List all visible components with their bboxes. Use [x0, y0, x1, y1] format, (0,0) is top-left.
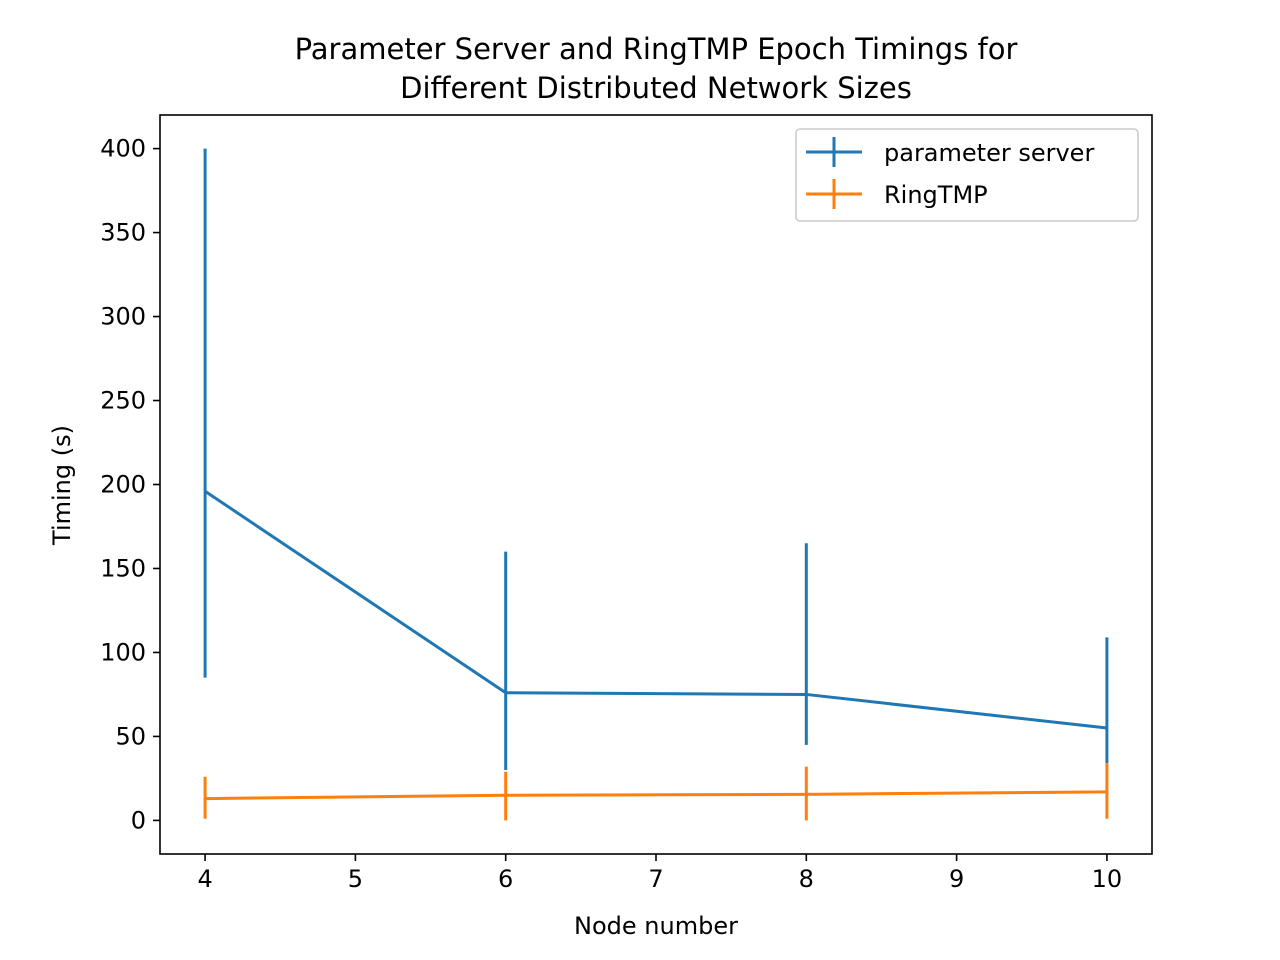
y-tick-label: 300	[100, 303, 146, 331]
x-tick-label: 4	[197, 865, 212, 893]
legend-frame	[795, 128, 1139, 222]
series-line-ringtmp	[205, 790, 1107, 801]
y-tick-label: 150	[100, 554, 146, 582]
x-axis-ticks: 4 5 6 7 8 9 10	[197, 854, 1122, 893]
y-tick-label: 400	[100, 135, 146, 163]
x-axis-label: Node number	[574, 912, 738, 940]
y-axis-label: Timing (s)	[48, 425, 76, 546]
chart-title-line-1: Parameter Server and RingTMP Epoch Timin…	[295, 32, 1018, 66]
y-tick-label: 350	[100, 219, 146, 247]
legend-label-ringtmp: RingTMP	[884, 181, 988, 209]
chart-title-line-2: Different Distributed Network Sizes	[400, 71, 912, 105]
y-tick-label: 0	[131, 806, 146, 834]
y-tick-label: 100	[100, 638, 146, 666]
plot-series	[203, 148, 1109, 821]
x-tick-label: 10	[1092, 865, 1123, 893]
x-tick-label: 8	[799, 865, 814, 893]
legend-label-parameter-server: parameter server	[884, 139, 1094, 167]
plot-area-frame	[159, 114, 1153, 855]
y-tick-label: 200	[100, 471, 146, 499]
y-tick-label: 50	[115, 722, 146, 750]
x-tick-label: 7	[648, 865, 663, 893]
x-tick-label: 9	[949, 865, 964, 893]
x-tick-label: 6	[498, 865, 513, 893]
series-line-parameter-server	[204, 489, 1108, 730]
x-tick-label: 5	[348, 865, 363, 893]
y-axis-ticks: 0 50 100 150 200 250 300 350 400	[100, 135, 160, 834]
y-tick-label: 250	[100, 387, 146, 415]
legend: parameter server RingTMP	[795, 128, 1139, 222]
